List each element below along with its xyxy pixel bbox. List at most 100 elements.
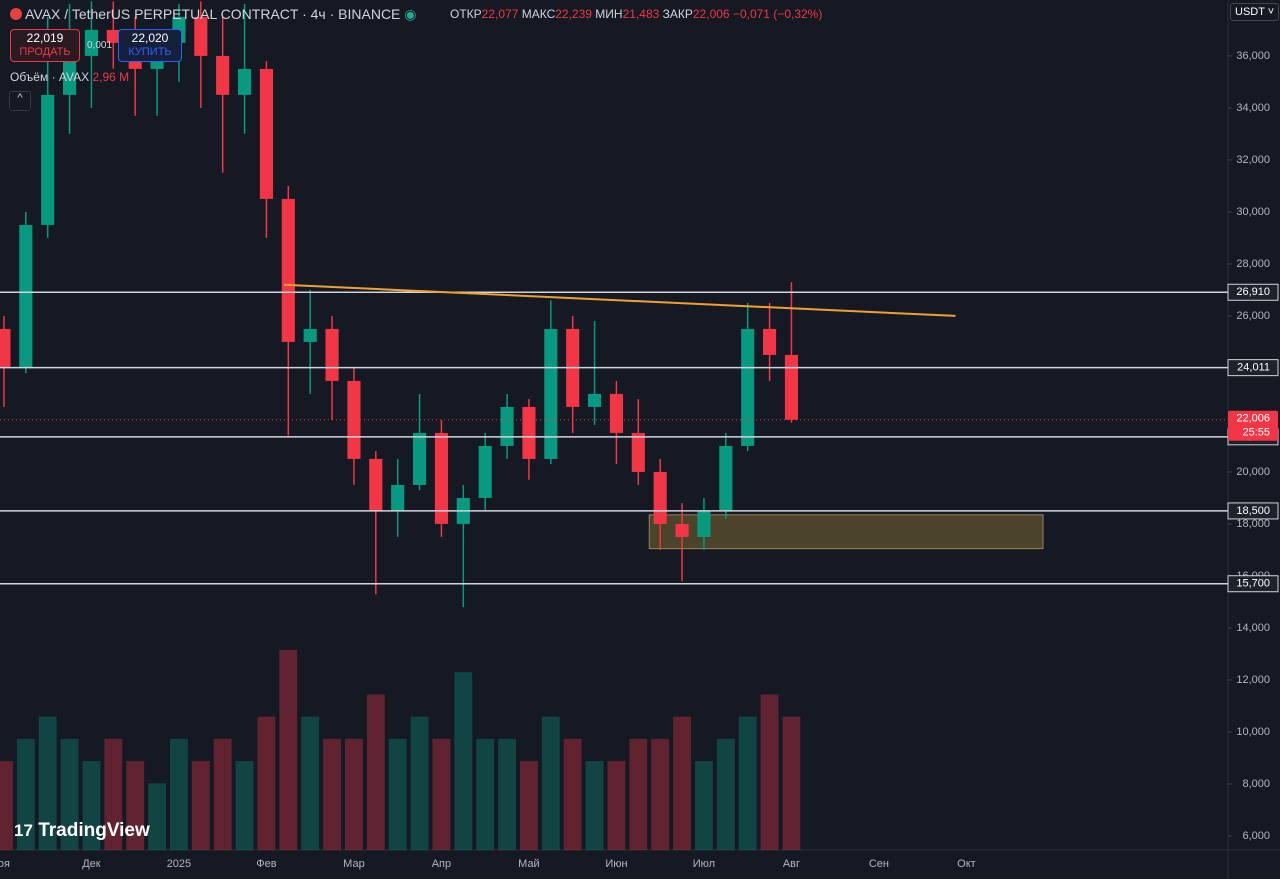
candle-body — [588, 393, 602, 407]
currency-select[interactable]: USDT ˅ — [1230, 3, 1280, 21]
value: 22,006 — [692, 7, 730, 21]
y-tick-label: 12,000 — [1236, 674, 1270, 686]
candle-body — [522, 406, 536, 459]
volume-bar — [323, 738, 341, 850]
volume-legend: Объём · AVAX 2,96 M — [10, 70, 129, 84]
volume-bar — [126, 761, 145, 850]
candle-body — [784, 354, 798, 420]
volume-bar — [257, 716, 276, 850]
value: 22,077 — [481, 7, 519, 21]
volume-bar — [541, 716, 560, 850]
y-tick-label: 36,000 — [1236, 50, 1270, 62]
spread: 0,001 — [87, 40, 113, 51]
y-tick-label: 6,000 — [1242, 830, 1270, 842]
buy-button[interactable]: 22,020 КУПИТЬ — [118, 29, 182, 62]
buy-label: КУПИТЬ — [128, 46, 172, 58]
currency: USDT — [1235, 6, 1265, 18]
candle-body — [675, 523, 689, 537]
volume-bar — [760, 694, 779, 850]
candle-body — [741, 328, 755, 446]
candle-body — [216, 55, 230, 95]
y-tick-label: 20,000 — [1236, 466, 1270, 478]
candle-body — [106, 29, 120, 43]
volume-bar — [498, 738, 516, 850]
sell-price: 22,019 — [26, 31, 64, 45]
candle-body — [41, 94, 55, 225]
volume-bar — [476, 738, 495, 850]
symbol: AVAX / TetherUS PERPETUAL CONTRACT · 4ч … — [10, 6, 417, 23]
level-label: 24,011 — [1237, 362, 1270, 374]
y-tick-label: 32,000 — [1236, 154, 1270, 166]
volume-bar — [716, 738, 735, 850]
sell-label: ПРОДАТЬ — [19, 46, 71, 58]
level-label: 26,910 — [1236, 286, 1270, 298]
volume-bar — [410, 716, 429, 850]
ohlc-stats: ОТКР22,077 МАКС22,239 МИН21,483 ЗАКР22,0… — [450, 7, 822, 21]
candle-body — [391, 484, 405, 511]
candle-body — [281, 198, 295, 342]
logo: 17 TradingView — [14, 820, 150, 841]
x-tick-label: Сен — [869, 858, 889, 870]
volume-bar — [213, 738, 232, 850]
volume-bar — [629, 738, 648, 850]
y-tick-label: 30,000 — [1236, 206, 1270, 218]
trendline — [283, 283, 956, 317]
volume-bar — [345, 738, 363, 850]
x-tick-label: Июн — [605, 858, 627, 870]
value: 22,239 — [555, 7, 592, 21]
volume-bar — [782, 716, 801, 850]
volume-bar — [585, 761, 604, 850]
volume-bar — [16, 738, 35, 850]
candle-body — [719, 445, 733, 511]
volume-bar — [520, 761, 538, 850]
candle-body — [631, 432, 645, 472]
sell-button[interactable]: 22,019 ПРОДАТЬ — [10, 29, 80, 62]
value: 21,483 — [622, 7, 660, 21]
volume-label: Объём · AVAX — [10, 70, 90, 84]
volume-bar — [148, 783, 166, 850]
x-tick-label: Мар — [343, 858, 365, 870]
buy-price: 22,020 — [131, 31, 169, 45]
volume-bar — [366, 694, 385, 850]
candle-body — [63, 55, 77, 95]
volume-value: 2,96 M — [92, 70, 130, 84]
candle-body — [19, 224, 33, 368]
volume-bar — [695, 761, 713, 850]
x-tick-label: 2025 — [167, 858, 191, 870]
x-tick-label: Дек — [82, 858, 101, 870]
symbol-text: AVAX / TetherUS PERPETUAL CONTRACT · 4ч … — [25, 6, 401, 22]
candle-body — [609, 393, 623, 433]
volume-bar — [279, 650, 298, 850]
collapse-button[interactable]: ^ — [9, 91, 31, 111]
volume-bar — [60, 738, 79, 850]
label: МИН — [595, 7, 623, 21]
candle-body — [194, 16, 208, 56]
volume-bar — [170, 738, 188, 850]
level-label: 15,700 — [1236, 578, 1270, 590]
label: ЗАКР — [662, 7, 693, 21]
label: ОТКР — [450, 7, 482, 21]
countdown: 25:55 — [1242, 427, 1270, 439]
candle-body — [478, 445, 492, 498]
candle-body — [347, 380, 361, 459]
candle-body — [763, 328, 777, 355]
candle-body — [653, 471, 667, 524]
y-tick-label: 28,000 — [1236, 258, 1270, 270]
volume-bar — [563, 738, 582, 850]
y-tick-label: 14,000 — [1236, 622, 1270, 634]
volume-bar — [432, 738, 451, 850]
y-tick-label: 8,000 — [1242, 778, 1270, 790]
volume-bar — [673, 716, 691, 850]
candle-body — [84, 29, 98, 56]
volume-bar — [738, 716, 757, 850]
y-tick-label: 26,000 — [1236, 310, 1270, 322]
volume-bar — [388, 738, 407, 850]
x-tick-label: оя — [0, 858, 10, 870]
candle-body — [413, 432, 427, 485]
level-tag — [1227, 359, 1279, 377]
volume-bar — [301, 716, 320, 850]
volume-bar — [454, 672, 473, 850]
volume-bar — [104, 738, 123, 850]
